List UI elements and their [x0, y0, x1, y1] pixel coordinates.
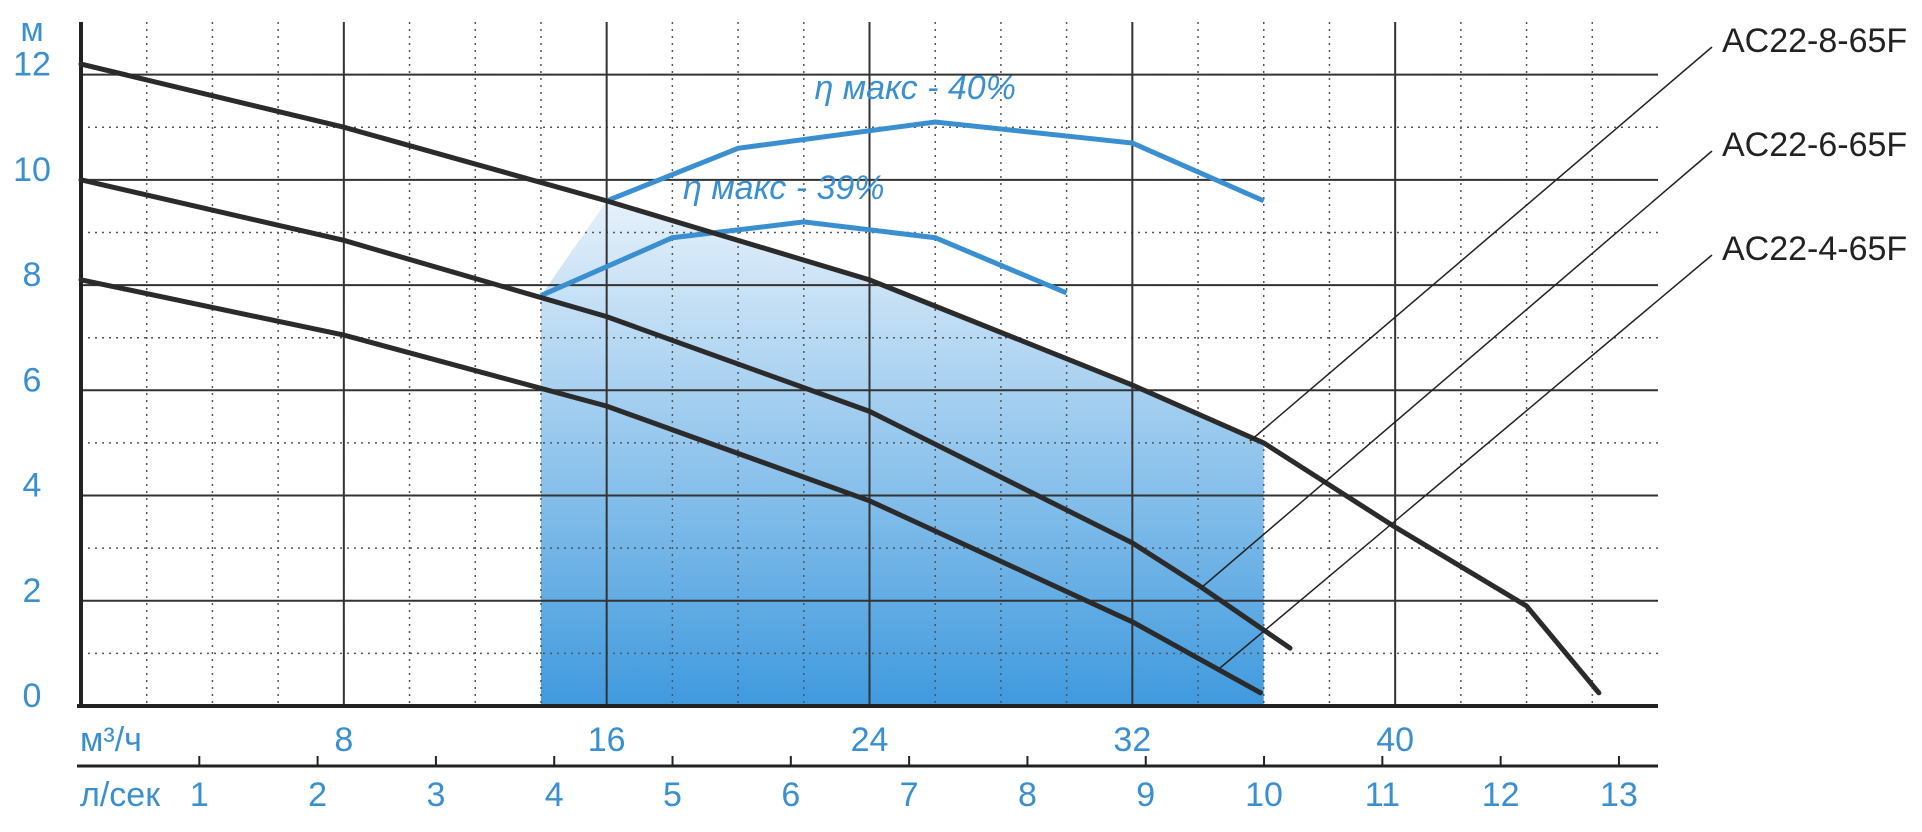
y-tick-label: 12	[13, 46, 51, 84]
x-tick-label: 32	[1113, 721, 1151, 759]
y-tick-label: 4	[23, 467, 42, 505]
y-tick-label: 0	[23, 677, 42, 715]
efficiency-label: η макс - 39%	[683, 169, 884, 207]
leader-line	[1219, 254, 1713, 669]
x-tick-label: 16	[588, 721, 626, 759]
efficiency-curve	[539, 219, 1068, 298]
x2-tick-label: 6	[781, 776, 800, 814]
y-tick-label: 2	[23, 572, 42, 610]
x-tick-label: 8	[334, 721, 353, 759]
x-tick-label: 40	[1376, 721, 1414, 759]
pump-curve	[78, 277, 1263, 696]
x2-tick-label: 13	[1600, 776, 1638, 814]
legend-label: AC22-6-65F	[1722, 126, 1907, 164]
x2-tick-label: 7	[900, 776, 919, 814]
efficiency-label: η макс - 40%	[814, 69, 1015, 107]
x2-tick-label: 3	[426, 776, 445, 814]
x2-tick-label: 12	[1482, 776, 1520, 814]
x-axis-label: м³/ч	[80, 721, 142, 759]
efficiency-curve	[605, 119, 1265, 204]
x2-tick-label: 2	[308, 776, 327, 814]
x2-tick-label: 9	[1136, 776, 1155, 814]
x2-tick-label: 11	[1365, 776, 1400, 814]
pump-curve	[78, 177, 1293, 651]
x2-tick-label: 1	[190, 776, 209, 814]
legend-label: AC22-4-65F	[1722, 230, 1907, 268]
x2-tick-label: 10	[1245, 776, 1283, 814]
operating-range	[540, 200, 1264, 706]
leader-line	[1200, 150, 1713, 589]
y-axis-label: м	[20, 11, 43, 49]
x2-tick-label: 8	[1018, 776, 1037, 814]
y-tick-label: 8	[23, 256, 42, 294]
x2-axis-label: л/сек	[80, 776, 161, 814]
x2-tick-label: 5	[663, 776, 682, 814]
y-tick-label: 10	[13, 151, 51, 189]
pump-curve	[78, 61, 1602, 696]
x-tick-label: 24	[851, 721, 889, 759]
x2-tick-label: 4	[545, 776, 564, 814]
leader-line	[1249, 46, 1713, 442]
legend-label: AC22-8-65F	[1722, 22, 1907, 60]
y-tick-label: 6	[23, 361, 42, 399]
